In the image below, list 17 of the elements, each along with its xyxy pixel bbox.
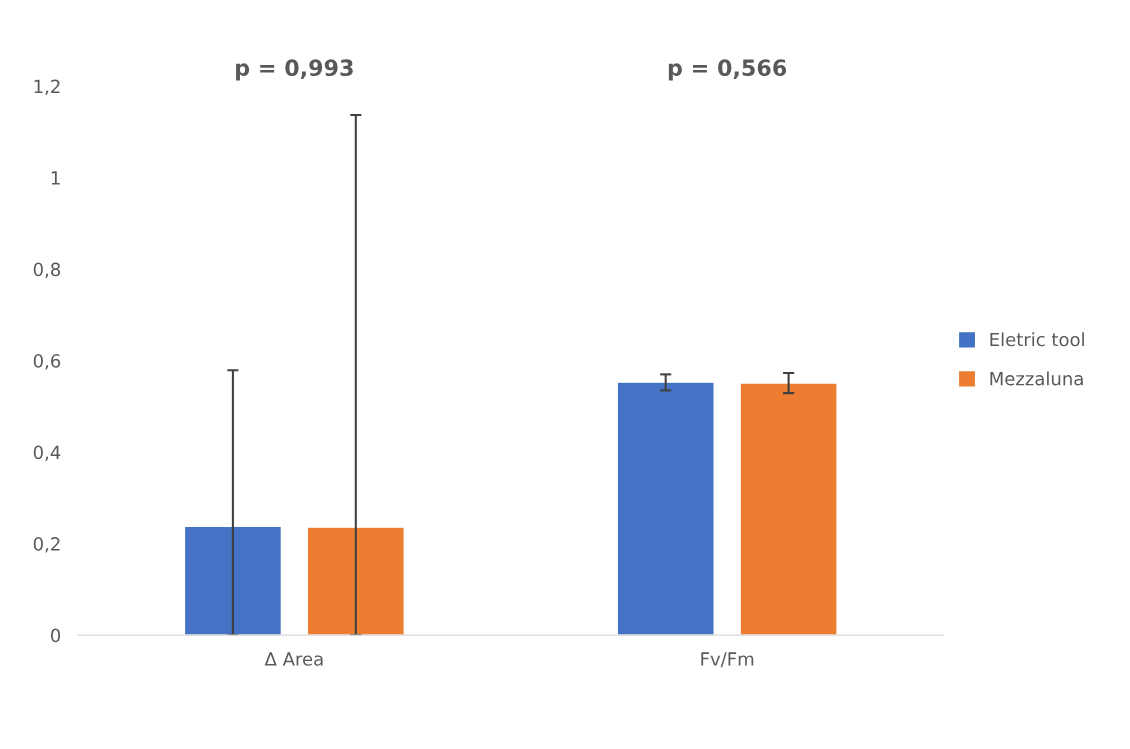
bar — [306, 526, 405, 636]
bar — [739, 382, 838, 636]
text: p = 0,566 — [668, 59, 787, 81]
y-tick-label: 0,2 — [33, 537, 60, 553]
y-tick-label: 1,2 — [34, 79, 60, 96]
y-tick-label: 0,6 — [33, 354, 61, 370]
x-tick-label: Fv/Fm — [701, 652, 754, 668]
y-tick-label: 0,8 — [33, 262, 61, 279]
y-tick-label: 0,4 — [33, 445, 61, 462]
x-tick-label: Δ Area — [264, 652, 323, 666]
legend-label: Mezzaluna — [990, 371, 1083, 386]
legend-label: Eletric tool — [990, 332, 1084, 347]
bar — [183, 525, 283, 636]
y-tick-label: 1 — [51, 171, 60, 185]
y-tick-label: 0 — [51, 628, 61, 643]
text: p = 0,993 — [236, 59, 353, 81]
bar — [616, 381, 715, 636]
